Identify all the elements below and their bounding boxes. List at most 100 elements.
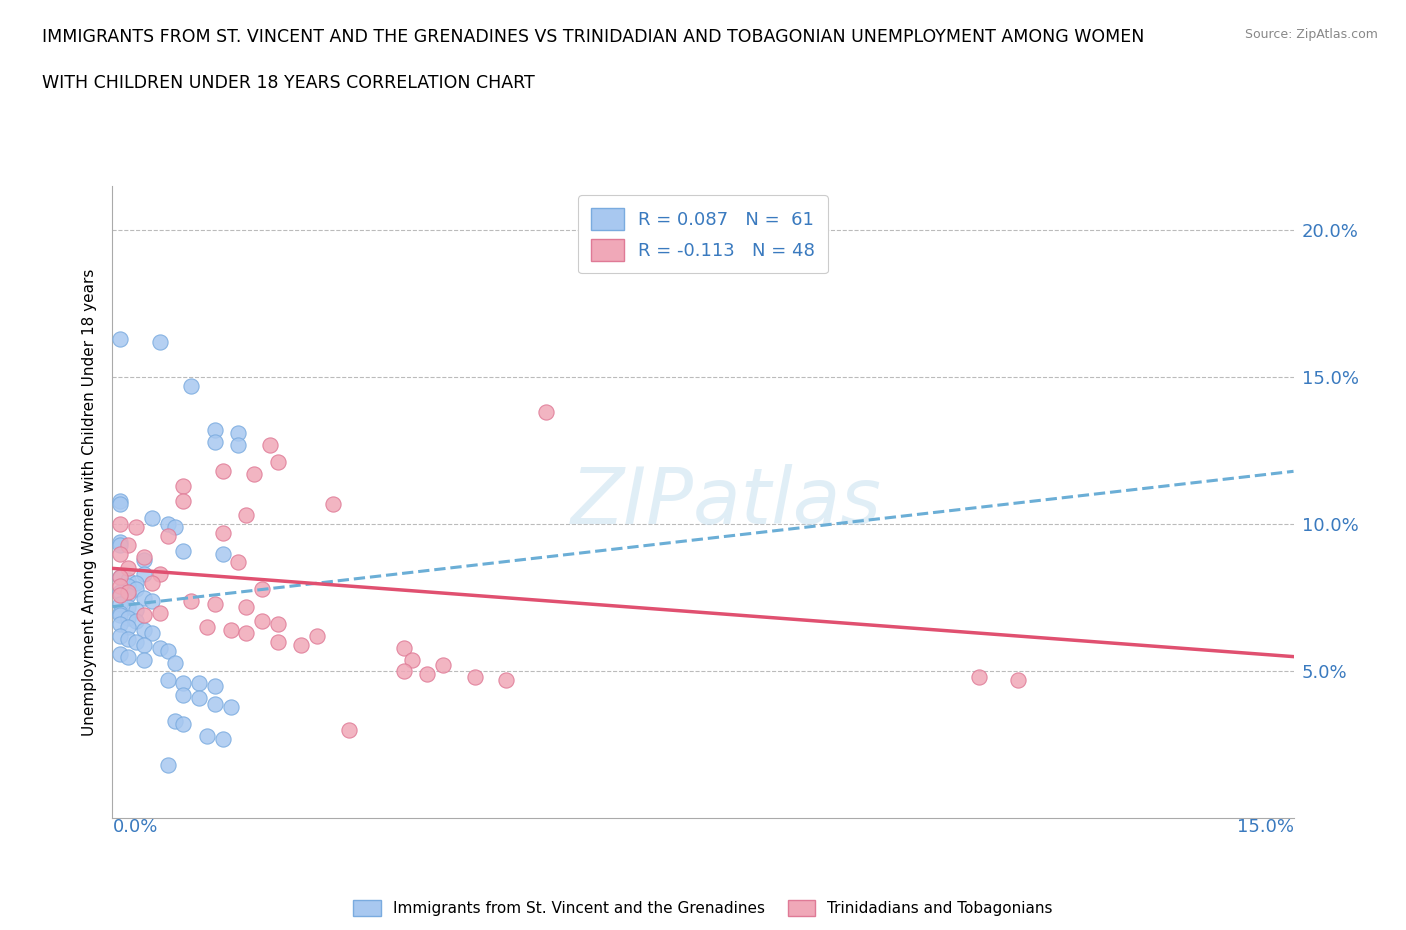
Point (235, 508, 257, 523)
Point (188, 676, 211, 691)
Point (180, 593, 202, 608)
Point (172, 493, 194, 508)
Text: WITH CHILDREN UNDER 18 YEARS CORRELATION CHART: WITH CHILDREN UNDER 18 YEARS CORRELATION… (42, 74, 534, 92)
Point (235, 599, 257, 614)
Point (117, 631, 139, 646)
Point (401, 652, 423, 667)
Point (141, 511, 163, 525)
Point (125, 634, 148, 649)
Point (110, 608, 132, 623)
Point (110, 605, 132, 620)
Point (228, 555, 250, 570)
Point (110, 331, 132, 346)
Point (117, 599, 139, 614)
Point (117, 561, 139, 576)
Point (110, 629, 132, 644)
Point (149, 641, 172, 656)
Point (110, 588, 132, 603)
Point (141, 593, 163, 608)
Point (188, 690, 211, 705)
Point (165, 655, 187, 670)
Point (172, 717, 194, 732)
Point (219, 699, 242, 714)
Text: 0.0%: 0.0% (112, 818, 157, 836)
Point (250, 581, 273, 596)
Point (110, 535, 132, 550)
Point (110, 570, 132, 585)
Point (290, 637, 312, 652)
Point (141, 626, 163, 641)
Point (149, 335, 172, 350)
Point (132, 623, 155, 638)
Point (125, 614, 148, 629)
Point (495, 672, 517, 687)
Point (307, 629, 329, 644)
Point (132, 566, 155, 581)
Y-axis label: Unemployment Among Women with Children Under 18 years: Unemployment Among Women with Children U… (82, 269, 97, 736)
Point (204, 596, 226, 611)
Point (117, 584, 139, 599)
Point (117, 611, 139, 626)
Point (110, 538, 132, 552)
Point (156, 528, 179, 543)
Legend: Immigrants from St. Vincent and the Grenadines, Trinidadians and Tobagonians: Immigrants from St. Vincent and the Gren… (347, 894, 1059, 923)
Point (110, 517, 132, 532)
Point (204, 423, 226, 438)
Point (156, 672, 179, 687)
Point (534, 405, 557, 420)
Point (132, 591, 155, 605)
Point (110, 497, 132, 512)
Point (117, 573, 139, 588)
Point (172, 676, 194, 691)
Point (110, 617, 132, 631)
Point (110, 546, 132, 561)
Point (195, 728, 218, 743)
Point (211, 732, 233, 747)
Point (392, 664, 415, 679)
Point (211, 525, 233, 540)
Point (211, 546, 233, 561)
Point (149, 566, 172, 581)
Point (337, 723, 360, 737)
Text: IMMIGRANTS FROM ST. VINCENT AND THE GRENADINES VS TRINIDADIAN AND TOBAGONIAN UNE: IMMIGRANTS FROM ST. VINCENT AND THE GREN… (42, 28, 1144, 46)
Point (267, 617, 290, 631)
Point (117, 538, 139, 552)
Point (204, 697, 226, 711)
Point (967, 670, 990, 684)
Point (464, 670, 486, 684)
Point (110, 584, 132, 599)
Point (172, 543, 194, 558)
Point (125, 581, 148, 596)
Point (132, 608, 155, 623)
Point (110, 578, 132, 593)
Point (110, 493, 132, 508)
Point (149, 605, 172, 620)
Point (228, 437, 250, 452)
Point (117, 619, 139, 634)
Point (392, 641, 415, 656)
Text: ZIPatlas: ZIPatlas (571, 464, 882, 540)
Point (132, 637, 155, 652)
Point (259, 437, 281, 452)
Point (117, 649, 139, 664)
Text: Source: ZipAtlas.com: Source: ZipAtlas.com (1244, 28, 1378, 41)
Point (156, 517, 179, 532)
Point (125, 602, 148, 617)
Point (132, 652, 155, 667)
Point (180, 379, 202, 393)
Point (132, 552, 155, 567)
Point (195, 619, 218, 634)
Point (1007, 672, 1029, 687)
Point (267, 455, 290, 470)
Point (172, 687, 194, 702)
Point (172, 479, 194, 494)
Point (125, 576, 148, 591)
Point (156, 644, 179, 658)
Text: 15.0%: 15.0% (1236, 818, 1294, 836)
Point (211, 464, 233, 479)
Point (110, 570, 132, 585)
Point (204, 679, 226, 694)
Point (416, 667, 439, 682)
Point (117, 588, 139, 603)
Point (204, 434, 226, 449)
